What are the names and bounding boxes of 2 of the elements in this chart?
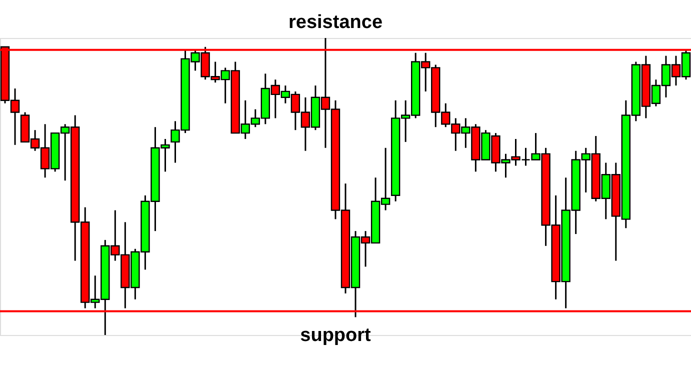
- ref-line-label: resistance: [288, 12, 383, 33]
- ref-line-label: support: [300, 325, 372, 346]
